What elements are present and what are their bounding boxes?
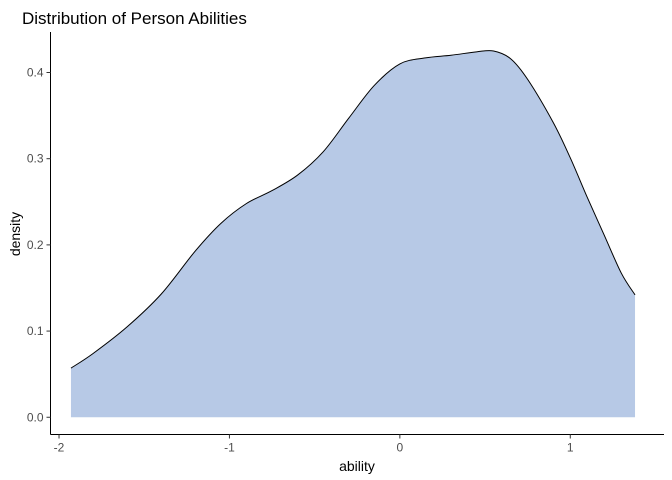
x-tick-label: -1 bbox=[224, 441, 235, 455]
x-tick-label: -2 bbox=[54, 441, 65, 455]
density-area-fill bbox=[70, 50, 636, 418]
chart-title: Distribution of Person Abilities bbox=[22, 9, 247, 28]
y-tick-label: 0.2 bbox=[27, 238, 44, 252]
y-tick-label: 0.0 bbox=[27, 410, 44, 424]
x-tick-label: 1 bbox=[567, 441, 574, 455]
x-axis-ticks: -2 -1 0 1 bbox=[54, 434, 574, 455]
plot-area bbox=[70, 50, 636, 418]
y-axis-ticks: 0.0 0.1 0.2 0.3 0.4 bbox=[27, 66, 51, 424]
x-axis-title: ability bbox=[339, 458, 375, 474]
x-tick-label: 0 bbox=[397, 441, 404, 455]
y-tick-label: 0.4 bbox=[27, 66, 44, 80]
y-tick-label: 0.1 bbox=[27, 324, 44, 338]
y-axis-title: density bbox=[7, 212, 23, 256]
density-curve-line bbox=[70, 50, 636, 369]
y-tick-label: 0.3 bbox=[27, 152, 44, 166]
